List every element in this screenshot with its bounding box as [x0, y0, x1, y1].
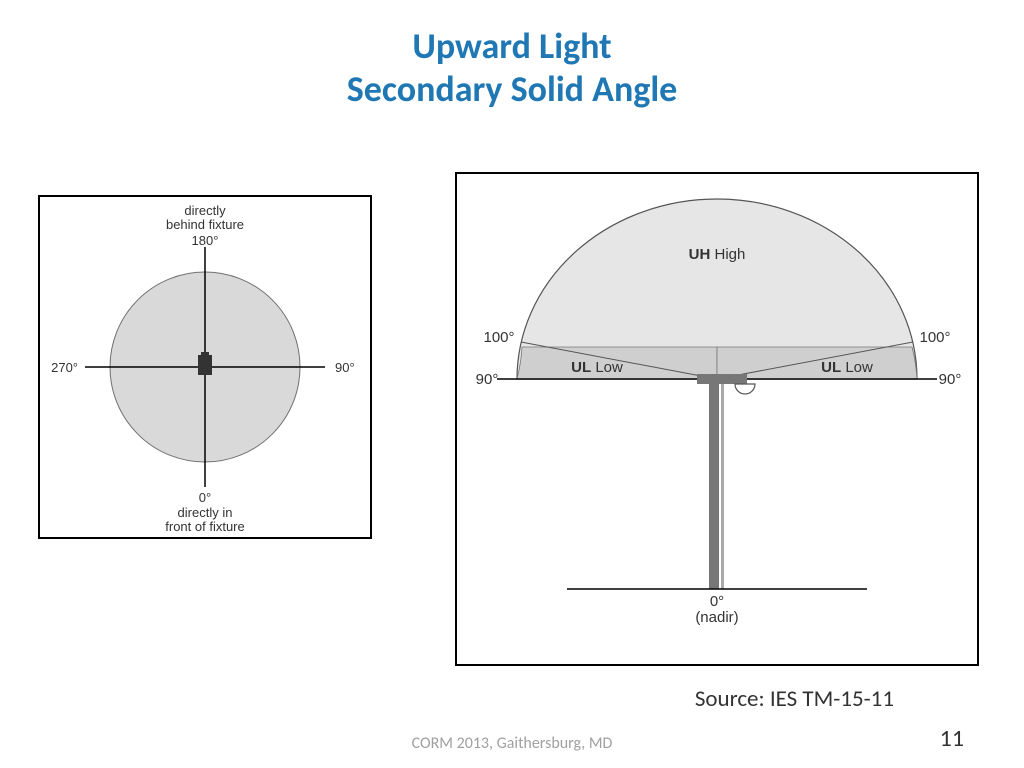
label-0: 0° — [199, 490, 211, 505]
label-90-left: 90° — [476, 371, 499, 388]
label-100-right: 100° — [919, 329, 950, 346]
fixture-marker — [198, 355, 212, 375]
label-270: 270° — [51, 360, 78, 375]
label-uh: UH High — [689, 246, 746, 263]
label-100-left: 100° — [483, 329, 514, 346]
title-line-2: Secondary Solid Angle — [0, 68, 1024, 111]
title-line-1: Upward Light — [0, 25, 1024, 68]
slide-title: Upward Light Secondary Solid Angle — [0, 0, 1024, 111]
label-90: 90° — [335, 360, 355, 375]
plan-view-diagram: directly behind fixture 180° 90° 270° 0°… — [38, 195, 372, 539]
pole-shadow — [721, 379, 724, 589]
page-number: 11 — [940, 724, 964, 753]
label-top-1: directly — [184, 203, 226, 218]
label-90-right: 90° — [939, 371, 962, 388]
label-bottom-1: directly in — [178, 505, 233, 520]
label-ul-left: UL Low — [571, 359, 623, 376]
label-bottom-2: front of fixture — [165, 519, 244, 534]
label-top-2: behind fixture — [166, 217, 244, 232]
label-nadir-text: (nadir) — [695, 609, 738, 626]
elevation-diagram: UH High UL Low UL Low 100° 100° 90° 90° … — [455, 172, 979, 666]
fixture-lamp — [735, 384, 755, 394]
label-ul-right: UL Low — [821, 359, 873, 376]
fixture-marker-top — [201, 352, 209, 357]
fixture-arm — [697, 374, 747, 384]
label-nadir-angle: 0° — [710, 593, 724, 610]
footer-text: CORM 2013, Gaithersburg, MD — [0, 734, 1024, 753]
source-citation: Source: IES TM-15-11 — [695, 685, 894, 713]
pole — [709, 379, 719, 589]
label-180: 180° — [192, 233, 219, 248]
